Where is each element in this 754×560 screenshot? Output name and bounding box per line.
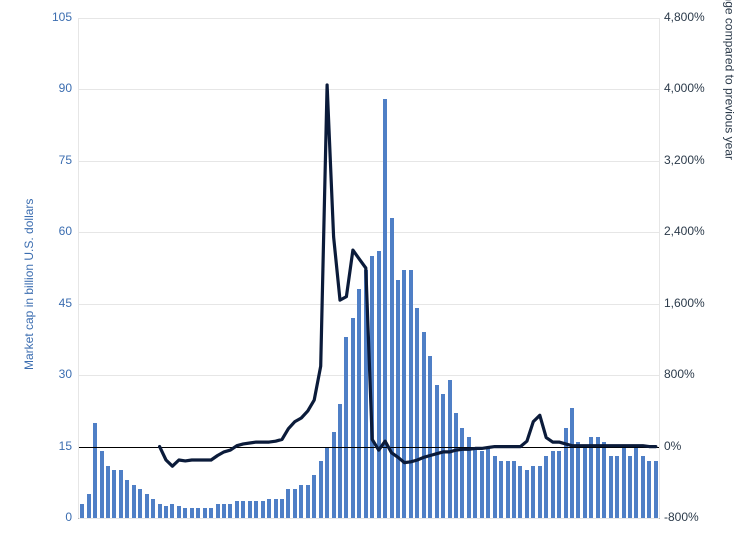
- y2-tick-label: 4,000%: [664, 81, 705, 95]
- y1-tick-label: 45: [36, 296, 72, 310]
- y2-tick-label: 0%: [664, 439, 681, 453]
- y2-tick-label: 3,200%: [664, 153, 705, 167]
- y1-axis-label: Market cap in billion U.S. dollars: [22, 199, 36, 370]
- y1-tick-label: 60: [36, 224, 72, 238]
- y1-tick-label: 15: [36, 439, 72, 453]
- y1-tick-label: 0: [36, 510, 72, 524]
- y2-tick-label: 1,600%: [664, 296, 705, 310]
- y2-tick-label: 4,800%: [664, 10, 705, 24]
- grid-line: [79, 518, 659, 519]
- y2-axis-label: Percentage change compared to previous y…: [722, 0, 736, 160]
- dual-axis-chart: Market cap in billion U.S. dollars Perce…: [0, 0, 754, 560]
- y1-tick-label: 105: [36, 10, 72, 24]
- plot-area: [78, 18, 660, 519]
- y1-tick-label: 90: [36, 81, 72, 95]
- y2-tick-label: -800%: [664, 510, 699, 524]
- y2-tick-label: 800%: [664, 367, 695, 381]
- y2-tick-label: 2,400%: [664, 224, 705, 238]
- y1-tick-label: 30: [36, 367, 72, 381]
- y1-tick-label: 75: [36, 153, 72, 167]
- line-series: [79, 18, 659, 518]
